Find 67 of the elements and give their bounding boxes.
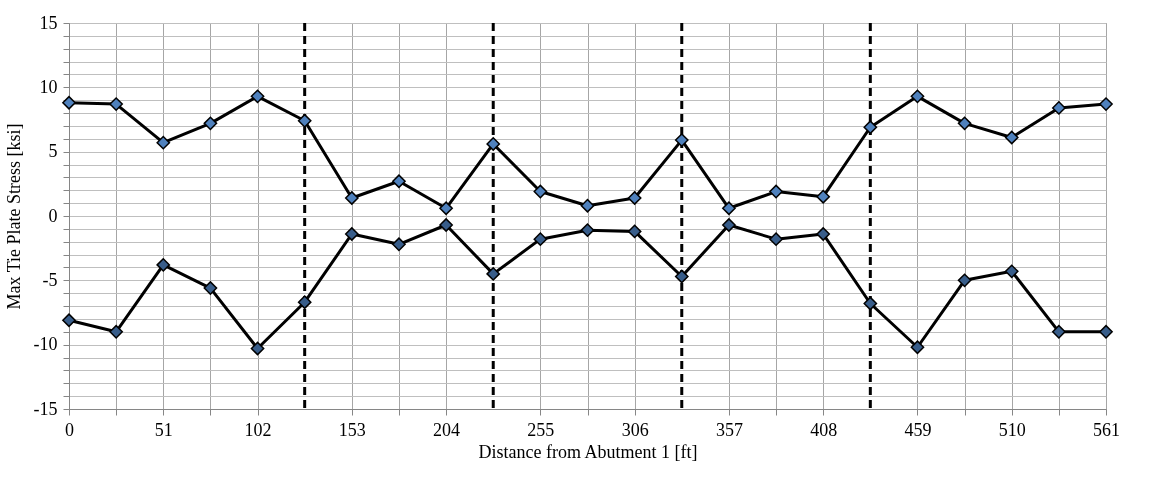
- point: [627, 224, 642, 239]
- point: [627, 191, 642, 205]
- point: [816, 189, 831, 204]
- y-tick-label: 0: [48, 205, 58, 226]
- x-tick-label: 255: [527, 419, 555, 440]
- x-tick-label: 459: [904, 419, 932, 440]
- point: [297, 113, 312, 128]
- point: [392, 237, 406, 252]
- y-tick-label: 10: [39, 76, 58, 97]
- x-tick-label: 51: [154, 419, 173, 440]
- point: [816, 227, 831, 241]
- point: [863, 296, 878, 311]
- x-tick-label: 306: [621, 419, 649, 440]
- point: [392, 174, 406, 189]
- point: [344, 227, 359, 241]
- point: [863, 120, 878, 135]
- point: [109, 97, 124, 111]
- point: [674, 269, 689, 284]
- x-tick-label: 561: [1093, 419, 1120, 440]
- x-axis-title: Distance from Abutment 1 [ft]: [478, 441, 698, 462]
- point: [957, 116, 972, 131]
- point: [109, 324, 124, 339]
- point: [957, 273, 972, 288]
- x-tick-label: 408: [810, 419, 838, 440]
- y-tick-label: 5: [48, 141, 58, 162]
- x-tick-label: 357: [715, 419, 743, 440]
- x-tick-label: 510: [998, 419, 1026, 440]
- point: [297, 295, 312, 310]
- point: [439, 218, 453, 232]
- point: [486, 137, 501, 151]
- point: [722, 201, 736, 216]
- point: [62, 313, 76, 328]
- point: [1051, 101, 1066, 115]
- point: [439, 201, 453, 216]
- point: [580, 198, 595, 213]
- point: [156, 135, 171, 150]
- point: [910, 340, 925, 355]
- point: [203, 116, 218, 131]
- x-tick-label: 102: [244, 419, 272, 440]
- point: [769, 232, 783, 247]
- point: [722, 218, 736, 232]
- point: [486, 267, 501, 281]
- point: [674, 133, 689, 147]
- point: [1099, 97, 1113, 111]
- y-axis-title: Max Tie Plate Stress [ksi]: [3, 123, 24, 310]
- point: [250, 89, 265, 104]
- point: [1004, 264, 1019, 279]
- point: [910, 89, 925, 104]
- x-tick-label: 0: [65, 419, 74, 440]
- point: [533, 184, 548, 199]
- point: [156, 258, 171, 272]
- y-tick-label: -10: [33, 334, 58, 355]
- point: [1004, 130, 1019, 145]
- point: [1099, 324, 1113, 339]
- point: [769, 184, 783, 199]
- point: [533, 232, 548, 247]
- point: [62, 95, 76, 110]
- point: [580, 223, 595, 238]
- point: [1051, 324, 1066, 339]
- point: [250, 341, 265, 356]
- x-tick-label: 204: [433, 419, 461, 440]
- x-tick-label: 153: [338, 419, 366, 440]
- point: [344, 191, 359, 205]
- y-tick-label: -15: [33, 398, 58, 419]
- y-tick-label: 15: [39, 12, 58, 33]
- point: [203, 281, 218, 295]
- y-tick-label: -5: [42, 269, 58, 290]
